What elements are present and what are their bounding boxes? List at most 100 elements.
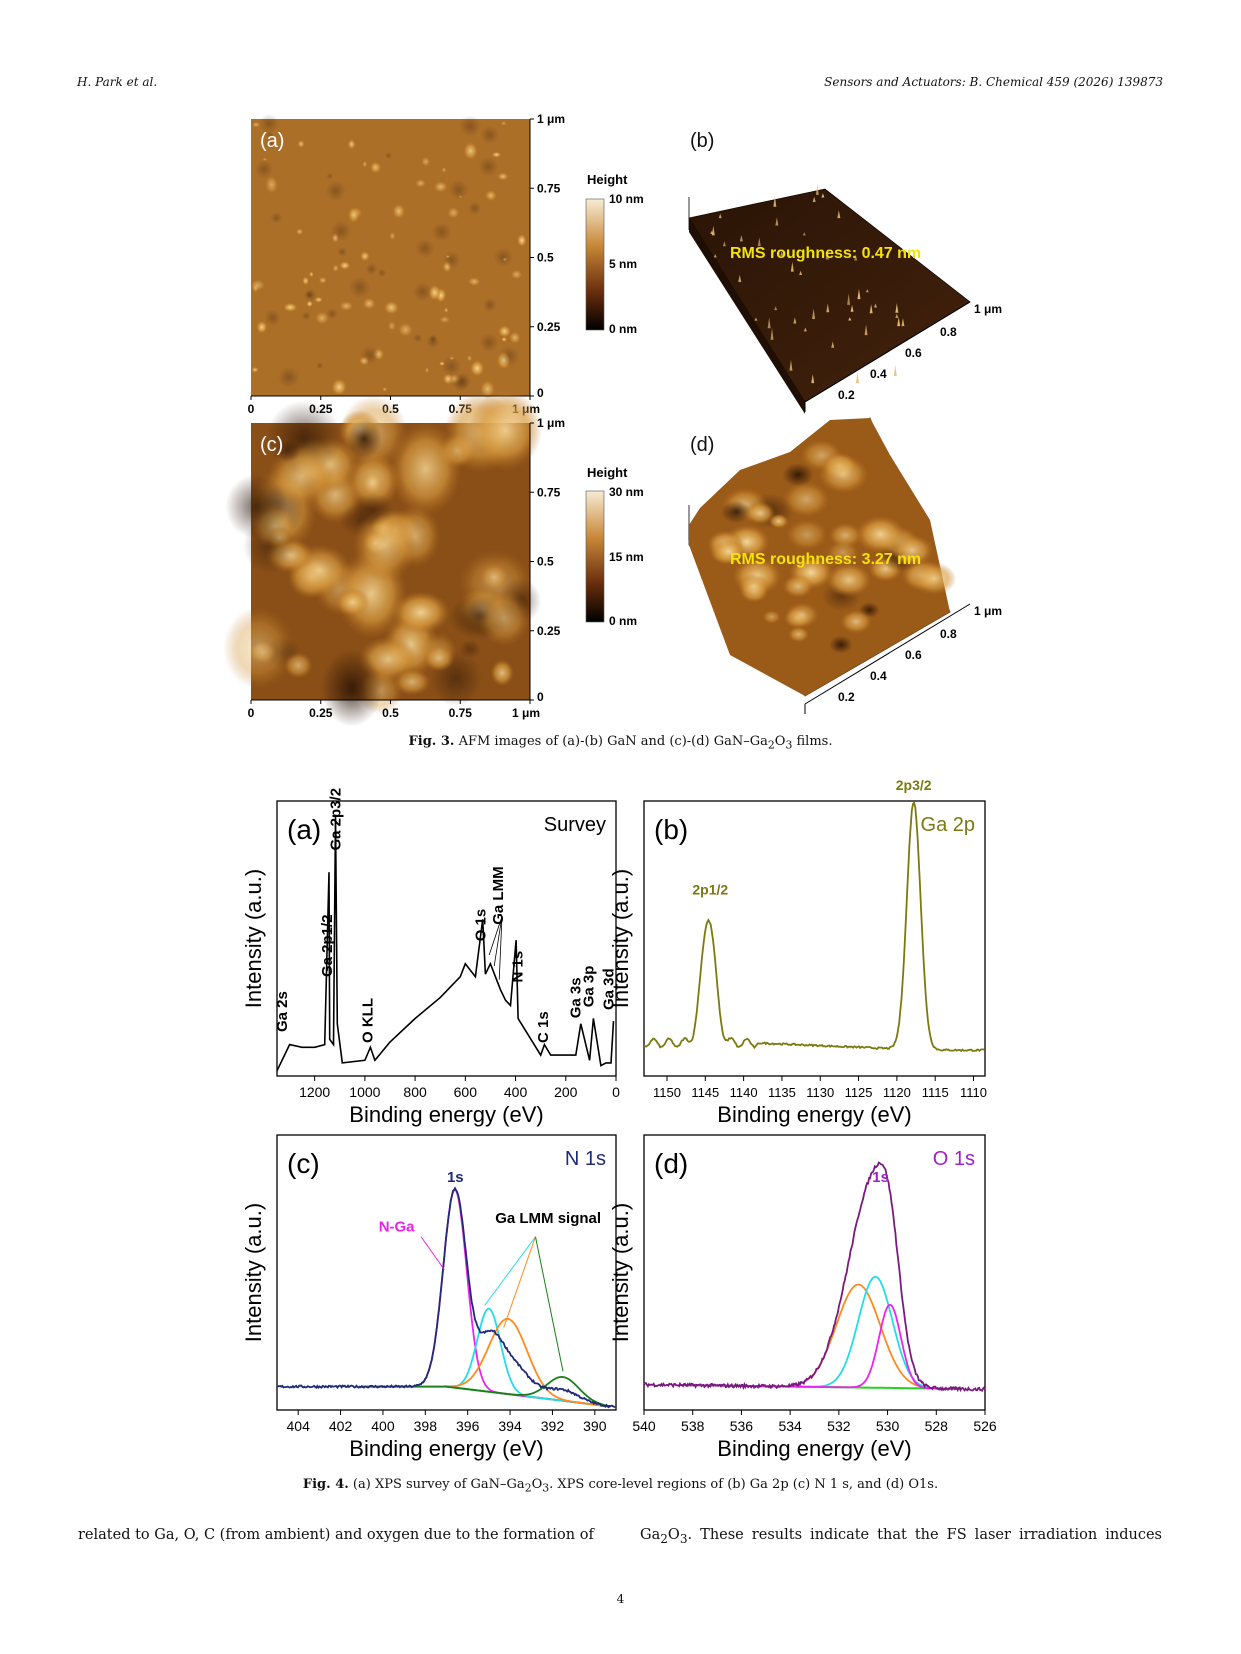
running-header-authors: H. Park et al. — [77, 75, 158, 89]
afm-grain — [383, 300, 399, 315]
afm-spike — [770, 327, 774, 340]
afm-grain — [309, 271, 314, 278]
peak-label: O 1s — [472, 909, 489, 942]
afm-grain — [433, 181, 448, 193]
afm-grain — [711, 538, 746, 565]
afm-pit — [415, 238, 435, 258]
annotation-1s: 1s — [872, 1169, 889, 1186]
afm-grain — [297, 139, 305, 148]
x-tick-label: 392 — [541, 1418, 565, 1434]
afm-y-tick-label: 1 μm — [537, 416, 565, 430]
afm-pit — [337, 247, 348, 257]
afm-grain — [362, 160, 368, 168]
afm-grain — [353, 509, 417, 582]
peak-label-2p12: 2p1/2 — [692, 882, 728, 898]
afm-grain — [855, 515, 906, 554]
afm-grain — [501, 336, 507, 343]
afm-grain — [478, 590, 531, 647]
x-tick-label: 540 — [632, 1418, 656, 1434]
afm-grain — [389, 231, 396, 241]
afm-grain — [490, 659, 514, 687]
peak-label-2p32: 2p3/2 — [896, 780, 932, 793]
afm-grain — [415, 178, 427, 188]
afm-pit — [432, 222, 451, 242]
afm-grain — [463, 141, 479, 161]
afm-grain — [497, 172, 509, 181]
panel-label-c: (c) — [260, 434, 283, 456]
axis3d-tick-label: 1 μm — [974, 604, 1002, 618]
afm-grain — [264, 175, 279, 195]
x-tick-label: 538 — [681, 1418, 705, 1434]
afm-spike — [848, 317, 852, 321]
afm-grain — [397, 322, 414, 338]
afm-grain — [335, 588, 370, 617]
afm-x-tick-label: 0.5 — [382, 706, 399, 720]
afm-x-tick-label: 0 — [248, 402, 255, 416]
afm-pit — [482, 297, 497, 312]
ga-lmm-pointer — [498, 916, 503, 980]
ga-lmm-pointer — [493, 916, 503, 967]
x-tick-label: 1135 — [768, 1085, 796, 1100]
panel-label-b: (b) — [690, 130, 714, 152]
afm-grain — [347, 138, 356, 150]
x-tick-label: 526 — [973, 1418, 997, 1434]
afm-grain — [387, 320, 396, 331]
scale-a-mid: 5 nm — [609, 257, 637, 271]
afm-grain — [782, 574, 814, 598]
afm-pit — [493, 247, 513, 267]
afm-pit — [304, 288, 317, 302]
x-tick-label: 404 — [287, 1418, 311, 1434]
afm-spike — [825, 248, 829, 260]
afm-grain — [829, 635, 853, 654]
afm-spike — [821, 193, 825, 198]
afm-pit — [278, 366, 300, 388]
afm-grain — [360, 470, 385, 497]
x-axis-label: Binding energy (eV) — [349, 1436, 543, 1461]
afm-spike — [854, 254, 858, 261]
x-tick-label: 402 — [329, 1418, 353, 1434]
ga-lmm-pointer — [488, 916, 503, 956]
afm-spike — [713, 254, 717, 258]
afm-grain — [251, 121, 261, 128]
afm-pit — [330, 220, 352, 242]
afm-grain — [382, 387, 388, 392]
x-tick-label: 532 — [827, 1418, 851, 1434]
afm-grain — [762, 610, 781, 624]
afm-grain — [469, 359, 485, 377]
afm-spike — [831, 341, 835, 348]
afm-grain — [510, 269, 523, 280]
afm-spike — [757, 237, 761, 247]
afm-spike — [855, 372, 859, 384]
afm-grain — [497, 325, 512, 338]
afm-spike — [789, 359, 793, 371]
x-tick-label: 528 — [925, 1418, 949, 1434]
y-axis-label: Intensity (a.u.) — [241, 1203, 266, 1342]
afm-pit — [442, 251, 461, 269]
afm-spike — [847, 293, 851, 305]
afm-grain — [389, 422, 462, 516]
afm-spike — [897, 317, 901, 327]
axis3d-tick-label: 0.4 — [870, 367, 887, 381]
afm-grain — [359, 250, 370, 262]
afm-grain — [346, 419, 382, 459]
afm-grain — [826, 540, 860, 566]
afm-grain — [447, 206, 460, 219]
afm-grain — [338, 300, 354, 312]
fig3-afm: (a) 0 0.25 0.5 0.75 1 μm 0 0.25 0.5 0.75 1 μm (c)… — [223, 112, 1002, 727]
afm-pit — [479, 333, 499, 353]
afm-spike — [864, 324, 868, 336]
fig3-caption-post: films. — [792, 734, 833, 749]
body-text-right-column: Ga2O3. These results indicate that the F… — [640, 1527, 1162, 1546]
x-tick-label: 400 — [371, 1418, 395, 1434]
afm-grain — [839, 609, 873, 634]
x-tick-label: 530 — [876, 1418, 900, 1434]
peak-label: Ga 3p — [580, 966, 597, 1008]
afm-pit — [377, 268, 386, 278]
afm-grain — [787, 626, 810, 643]
x-tick-label: 1200 — [299, 1084, 330, 1100]
x-tick-label: 1125 — [845, 1085, 873, 1100]
x-tick-label: 400 — [504, 1084, 528, 1100]
afm-grain — [479, 563, 509, 591]
axis3d-tick-label: 0.6 — [905, 346, 922, 360]
afm-pit — [448, 179, 469, 200]
